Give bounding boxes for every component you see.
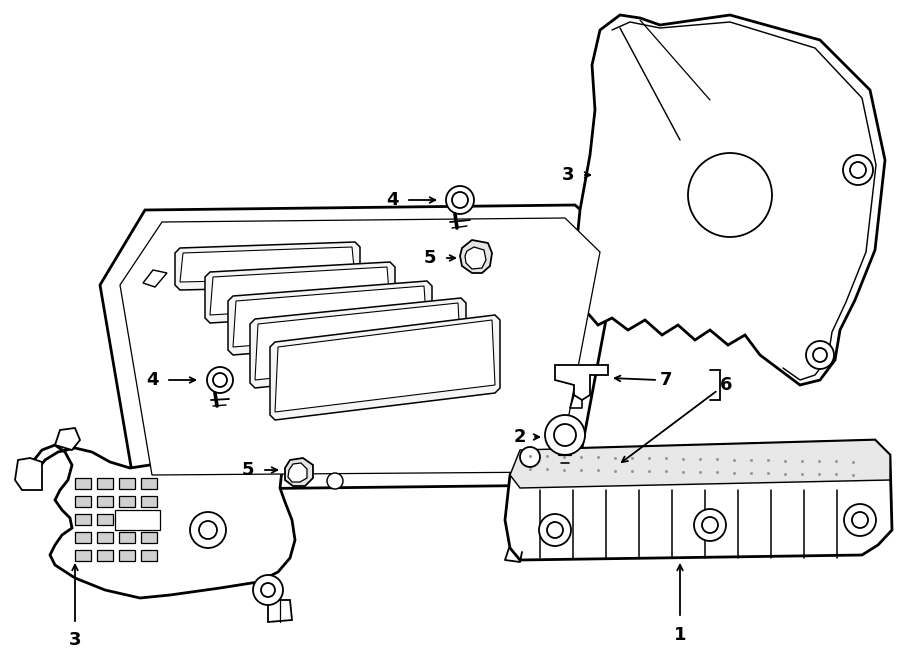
Polygon shape — [75, 514, 91, 525]
Polygon shape — [75, 478, 91, 489]
Polygon shape — [75, 550, 91, 561]
Polygon shape — [15, 458, 42, 490]
Text: 7: 7 — [660, 371, 672, 389]
Circle shape — [207, 367, 233, 393]
Circle shape — [702, 517, 718, 533]
Circle shape — [452, 192, 468, 208]
Polygon shape — [233, 286, 427, 347]
Polygon shape — [97, 478, 113, 489]
Circle shape — [539, 514, 571, 546]
Circle shape — [547, 522, 563, 538]
Text: 3: 3 — [68, 631, 81, 649]
Polygon shape — [55, 428, 80, 450]
Polygon shape — [97, 496, 113, 507]
Polygon shape — [275, 320, 495, 412]
Circle shape — [688, 153, 772, 237]
Polygon shape — [97, 514, 113, 525]
Text: 4: 4 — [386, 191, 398, 209]
Circle shape — [850, 162, 866, 178]
Polygon shape — [555, 365, 608, 400]
Polygon shape — [210, 267, 390, 315]
Text: 3: 3 — [562, 166, 574, 184]
Text: 6: 6 — [720, 376, 733, 394]
Circle shape — [554, 424, 576, 446]
Text: 1: 1 — [674, 626, 686, 644]
Polygon shape — [268, 600, 292, 622]
Polygon shape — [505, 440, 892, 560]
Polygon shape — [100, 205, 620, 490]
Text: 5: 5 — [242, 461, 254, 479]
Polygon shape — [119, 478, 135, 489]
Polygon shape — [119, 532, 135, 543]
Text: 5: 5 — [424, 249, 436, 267]
Polygon shape — [141, 514, 157, 525]
Circle shape — [446, 186, 474, 214]
Circle shape — [852, 512, 868, 528]
Circle shape — [545, 415, 585, 455]
Circle shape — [843, 155, 873, 185]
Polygon shape — [120, 218, 600, 475]
Polygon shape — [143, 270, 167, 287]
Text: 2: 2 — [514, 428, 526, 446]
Polygon shape — [75, 532, 91, 543]
Polygon shape — [460, 240, 492, 273]
Polygon shape — [285, 458, 313, 486]
Polygon shape — [228, 281, 432, 355]
Circle shape — [520, 447, 540, 467]
Polygon shape — [175, 242, 360, 290]
Circle shape — [261, 583, 275, 597]
Polygon shape — [22, 428, 295, 598]
Polygon shape — [510, 440, 890, 488]
Polygon shape — [180, 247, 355, 282]
Polygon shape — [288, 463, 307, 482]
Circle shape — [813, 348, 827, 362]
Polygon shape — [465, 247, 486, 269]
Circle shape — [190, 512, 226, 548]
Circle shape — [806, 341, 834, 369]
Polygon shape — [141, 532, 157, 543]
Polygon shape — [119, 550, 135, 561]
Polygon shape — [97, 532, 113, 543]
Polygon shape — [255, 303, 461, 380]
Circle shape — [199, 521, 217, 539]
Polygon shape — [115, 510, 160, 530]
Polygon shape — [141, 478, 157, 489]
Polygon shape — [97, 550, 113, 561]
Text: 4: 4 — [146, 371, 158, 389]
Polygon shape — [205, 262, 395, 323]
Polygon shape — [141, 496, 157, 507]
Polygon shape — [119, 514, 135, 525]
Polygon shape — [575, 15, 885, 385]
Polygon shape — [250, 298, 466, 388]
Polygon shape — [270, 315, 500, 420]
Circle shape — [327, 473, 343, 489]
Circle shape — [213, 373, 227, 387]
Polygon shape — [119, 496, 135, 507]
Polygon shape — [75, 496, 91, 507]
Circle shape — [844, 504, 876, 536]
Circle shape — [694, 509, 726, 541]
Polygon shape — [141, 550, 157, 561]
Circle shape — [253, 575, 283, 605]
